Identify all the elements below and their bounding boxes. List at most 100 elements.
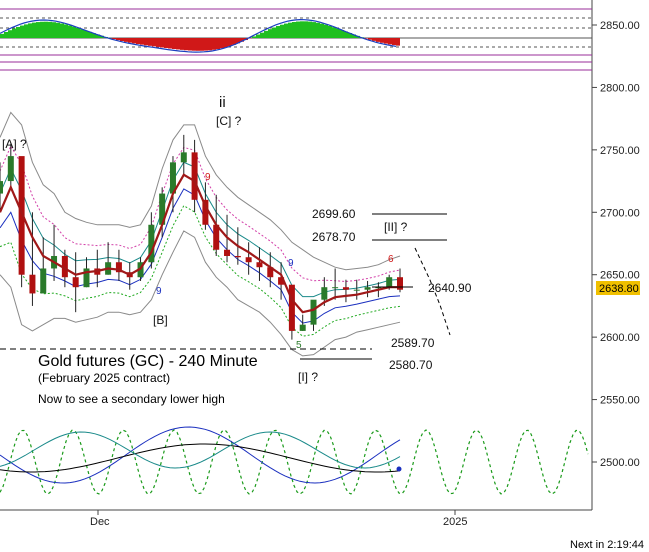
histogram-bar [272, 27, 276, 38]
histogram-bar [84, 30, 88, 38]
level-label-2580: 2580.70 [389, 358, 433, 372]
candle-body [213, 224, 220, 250]
histogram-bar [140, 38, 144, 45]
candle-body [148, 224, 155, 263]
histogram-bar [112, 38, 116, 40]
histogram-bar [124, 38, 128, 42]
y-tick-label-2850: 2850.00 [600, 20, 640, 32]
histogram-bar [296, 21, 300, 38]
histogram-bar [208, 38, 212, 51]
histogram-bar [36, 22, 40, 38]
histogram-bar [52, 22, 56, 38]
candle-body [115, 262, 122, 273]
histogram-bar [376, 38, 380, 42]
count-label-6: 6 [388, 254, 394, 265]
histogram-bar [24, 24, 28, 38]
histogram-bar [320, 23, 324, 38]
histogram-bar [136, 38, 140, 45]
histogram-bar [12, 28, 16, 38]
level-label-2640: 2640.90 [428, 281, 472, 295]
histogram-bar [188, 38, 192, 51]
level-label-2699: 2699.60 [312, 207, 356, 221]
histogram-bar [160, 38, 164, 48]
candle-body [386, 277, 393, 288]
histogram-bar [252, 36, 256, 38]
chart-note: Now to see a secondary lower high [38, 392, 225, 406]
histogram-bar [176, 38, 180, 50]
x-tick-2025: 2025 [443, 516, 467, 528]
y-tick-label-2800: 2800.00 [600, 82, 640, 94]
histogram-bar [384, 38, 388, 44]
wave-label-a: [A] ? [2, 137, 27, 151]
wave-label-c: [C] ? [216, 114, 242, 128]
price-axis-ticks: 2500.00 2550.00 2600.00 2650.00 2700.00 2750.… [592, 20, 640, 469]
histogram-bar [380, 38, 384, 43]
candle-body [321, 287, 328, 300]
candle-body [245, 257, 252, 263]
oscillator-line-a [0, 426, 401, 484]
histogram-bar [192, 38, 196, 51]
histogram-bar [228, 38, 232, 47]
y-tick-label-2700: 2700.00 [600, 207, 640, 219]
histogram-bar [100, 35, 104, 38]
histogram-bar [128, 38, 132, 43]
histogram-bar [216, 38, 220, 50]
candle-body [288, 284, 295, 331]
histogram-bar [92, 33, 96, 38]
histogram-bar [116, 38, 120, 41]
histogram-bar [168, 38, 172, 49]
count-label-9a: 9 [205, 172, 211, 183]
candle-body [375, 287, 382, 289]
histogram-bar [288, 22, 292, 38]
candle-body [169, 162, 176, 194]
histogram-bar [28, 23, 32, 38]
bands [0, 111, 401, 357]
histogram-bar [16, 26, 20, 38]
histogram-bar [260, 32, 264, 38]
candle-body [0, 181, 3, 194]
moving-average-line [0, 173, 400, 314]
histogram-bar [80, 29, 84, 38]
count-label-5: 5 [296, 340, 302, 351]
oscillator-panel [0, 426, 589, 495]
candle-body [353, 289, 360, 291]
candle-body [61, 255, 68, 278]
y-tick-label-2650: 2650.00 [600, 270, 640, 282]
chart-subtitle: (February 2025 contract) [38, 371, 170, 385]
candle-body [29, 274, 36, 294]
histogram-bar [164, 38, 168, 49]
y-tick-label-2750: 2750.00 [600, 145, 640, 157]
histogram-bar [224, 38, 228, 48]
histogram-bar [172, 38, 176, 50]
candle-body [278, 277, 285, 285]
histogram-bar [396, 38, 400, 46]
histogram-bar [364, 38, 368, 39]
candle-body [364, 287, 371, 290]
histogram-bar [184, 38, 188, 51]
histogram-bar [144, 38, 148, 46]
histogram-bar [76, 27, 80, 38]
histogram-bar [152, 38, 156, 47]
y-tick-label-2600: 2600.00 [600, 332, 640, 344]
histogram-bar [0, 33, 4, 38]
histogram-bar [372, 38, 376, 41]
histogram-bar [352, 34, 356, 38]
histogram-bar [120, 38, 124, 42]
histogram-bar [276, 26, 280, 38]
histogram-bar [308, 21, 312, 38]
histogram-bar [340, 30, 344, 38]
oscillator-line-c [0, 431, 401, 469]
candle-body [397, 277, 403, 290]
histogram-bar [8, 30, 12, 38]
candle-body [224, 249, 231, 256]
histogram-bar [96, 34, 100, 38]
upper-band-inner-line [0, 161, 401, 298]
candle-body [159, 193, 166, 225]
footer-text: Next in 2:19:44 [570, 539, 644, 551]
wave-label-i: [I] ? [298, 370, 318, 384]
histogram-bar [300, 21, 304, 38]
histogram-bar [280, 24, 284, 38]
histogram-bar [292, 21, 296, 38]
histogram-bar [156, 38, 160, 47]
